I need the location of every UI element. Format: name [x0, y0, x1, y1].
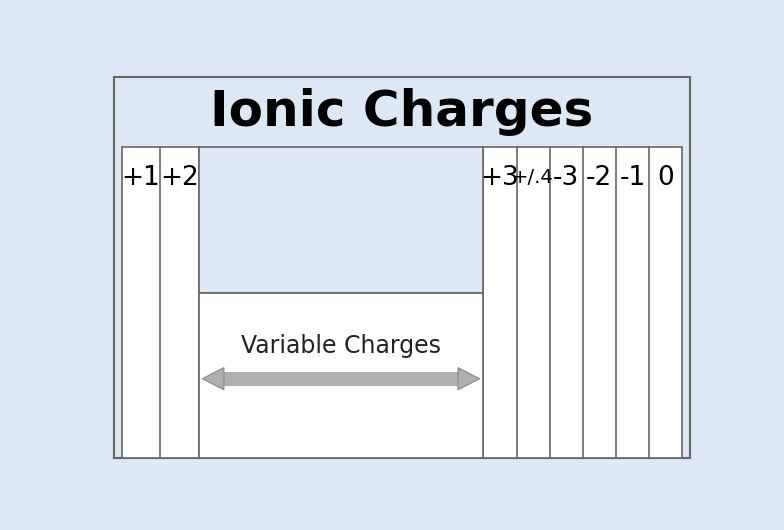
Text: Variable Charges: Variable Charges [241, 334, 441, 358]
Polygon shape [202, 368, 224, 390]
Bar [224, 372, 458, 386]
Text: +1: +1 [122, 164, 160, 191]
Text: -2: -2 [586, 164, 612, 191]
Polygon shape [458, 368, 480, 390]
Bar [484, 147, 682, 458]
Bar [198, 147, 484, 293]
Bar [198, 293, 484, 458]
Text: 0: 0 [657, 164, 674, 191]
Text: Ionic Charges: Ionic Charges [210, 88, 593, 136]
Text: -3: -3 [553, 164, 579, 191]
Text: +3: +3 [481, 164, 519, 191]
Text: +/.4: +/.4 [512, 168, 554, 187]
Text: +2: +2 [160, 164, 198, 191]
Bar [122, 147, 198, 458]
Text: -1: -1 [619, 164, 645, 191]
